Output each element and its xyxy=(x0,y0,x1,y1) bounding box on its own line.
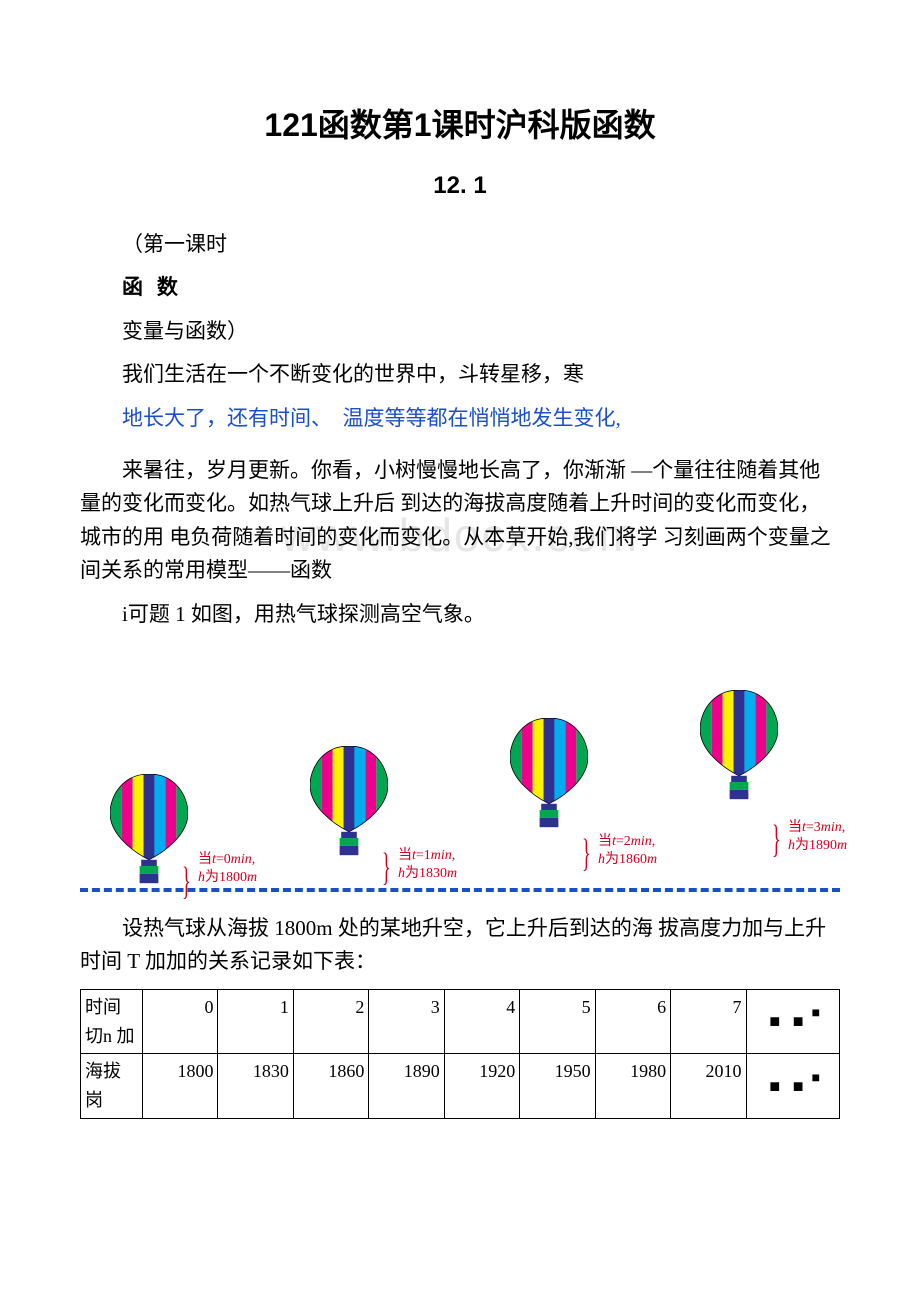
blue-line: 地长大了，还有时间、 温度等等都在悄悄地发生变化, xyxy=(80,402,840,436)
height-bracket-icon: } xyxy=(582,833,591,873)
table-cell: 1860 xyxy=(293,1054,368,1119)
height-bracket-icon: } xyxy=(772,819,781,859)
table-cell: 1890 xyxy=(369,1054,444,1119)
table-cell: 0 xyxy=(143,989,218,1054)
balloon-label: 当t=1min,h为1830m xyxy=(398,847,457,883)
balloon-unit xyxy=(110,774,188,887)
ground-line xyxy=(80,888,840,892)
balloon-label: 当t=2min,h为1860m xyxy=(598,833,657,869)
balloon-unit xyxy=(700,690,778,803)
table-cell: 3 xyxy=(369,989,444,1054)
table-cell: 2010 xyxy=(671,1054,746,1119)
pre-table-text: 设热气球从海拔 1800m 处的某地升空，它上升后到达的海 拔高度力加与上升时间… xyxy=(80,912,840,979)
table-cell: 4 xyxy=(444,989,519,1054)
subhead: 变量与函数） xyxy=(80,315,840,349)
table-cell: 6 xyxy=(595,989,670,1054)
balloon-label: 当t=3min,h为1890m xyxy=(788,819,847,855)
main-paragraph: 来暑往，岁月更新。你看，小树慢慢地长高了，你渐渐 —个量往往随着其他量的变化而变… xyxy=(80,454,840,588)
balloon-icon xyxy=(110,774,188,887)
hanshu-heading: 函 数 xyxy=(80,271,840,305)
balloon-unit xyxy=(510,718,588,831)
page-title: 121函数第1课时沪科版函数 xyxy=(80,100,840,151)
table-cell: 1 xyxy=(218,989,293,1054)
table-cell: 1950 xyxy=(520,1054,595,1119)
table-cell: 2 xyxy=(293,989,368,1054)
problem-1: i可题 1 如图，用热气球探测高空气象。 xyxy=(80,598,840,632)
row-header: 时间切n 加 xyxy=(81,989,143,1054)
table-cell: 1830 xyxy=(218,1054,293,1119)
data-table: 时间切n 加 0 1 2 3 4 5 6 7 ■ ■■ 海拔岗 1800 183… xyxy=(80,989,840,1119)
table-cell: 1980 xyxy=(595,1054,670,1119)
table-row: 海拔岗 1800 1830 1860 1890 1920 1950 1980 2… xyxy=(81,1054,840,1119)
balloon-icon xyxy=(510,718,588,831)
table-row: 时间切n 加 0 1 2 3 4 5 6 7 ■ ■■ xyxy=(81,989,840,1054)
ellipsis-cell: ■ ■■ xyxy=(746,989,840,1054)
height-bracket-icon: } xyxy=(382,847,391,887)
table-cell: 5 xyxy=(520,989,595,1054)
intro-1: 我们生活在一个不断变化的世界中，斗转星移，寒 xyxy=(80,358,840,392)
balloon-icon xyxy=(700,690,778,803)
balloon-label: 当t=0min,h为1800m xyxy=(198,851,257,887)
balloon-unit xyxy=(310,746,388,859)
balloon-diagram: }当t=0min,h为1800m }当t=1min,h为1830m xyxy=(80,642,840,892)
lesson-note: （第一课时 xyxy=(80,228,840,262)
table-cell: 1800 xyxy=(143,1054,218,1119)
balloon-icon xyxy=(310,746,388,859)
ellipsis-cell: ■ ■■ xyxy=(746,1054,840,1119)
subtitle: 12. 1 xyxy=(80,167,840,205)
table-cell: 7 xyxy=(671,989,746,1054)
row-header: 海拔岗 xyxy=(81,1054,143,1119)
height-bracket-icon: } xyxy=(182,861,191,901)
table-cell: 1920 xyxy=(444,1054,519,1119)
